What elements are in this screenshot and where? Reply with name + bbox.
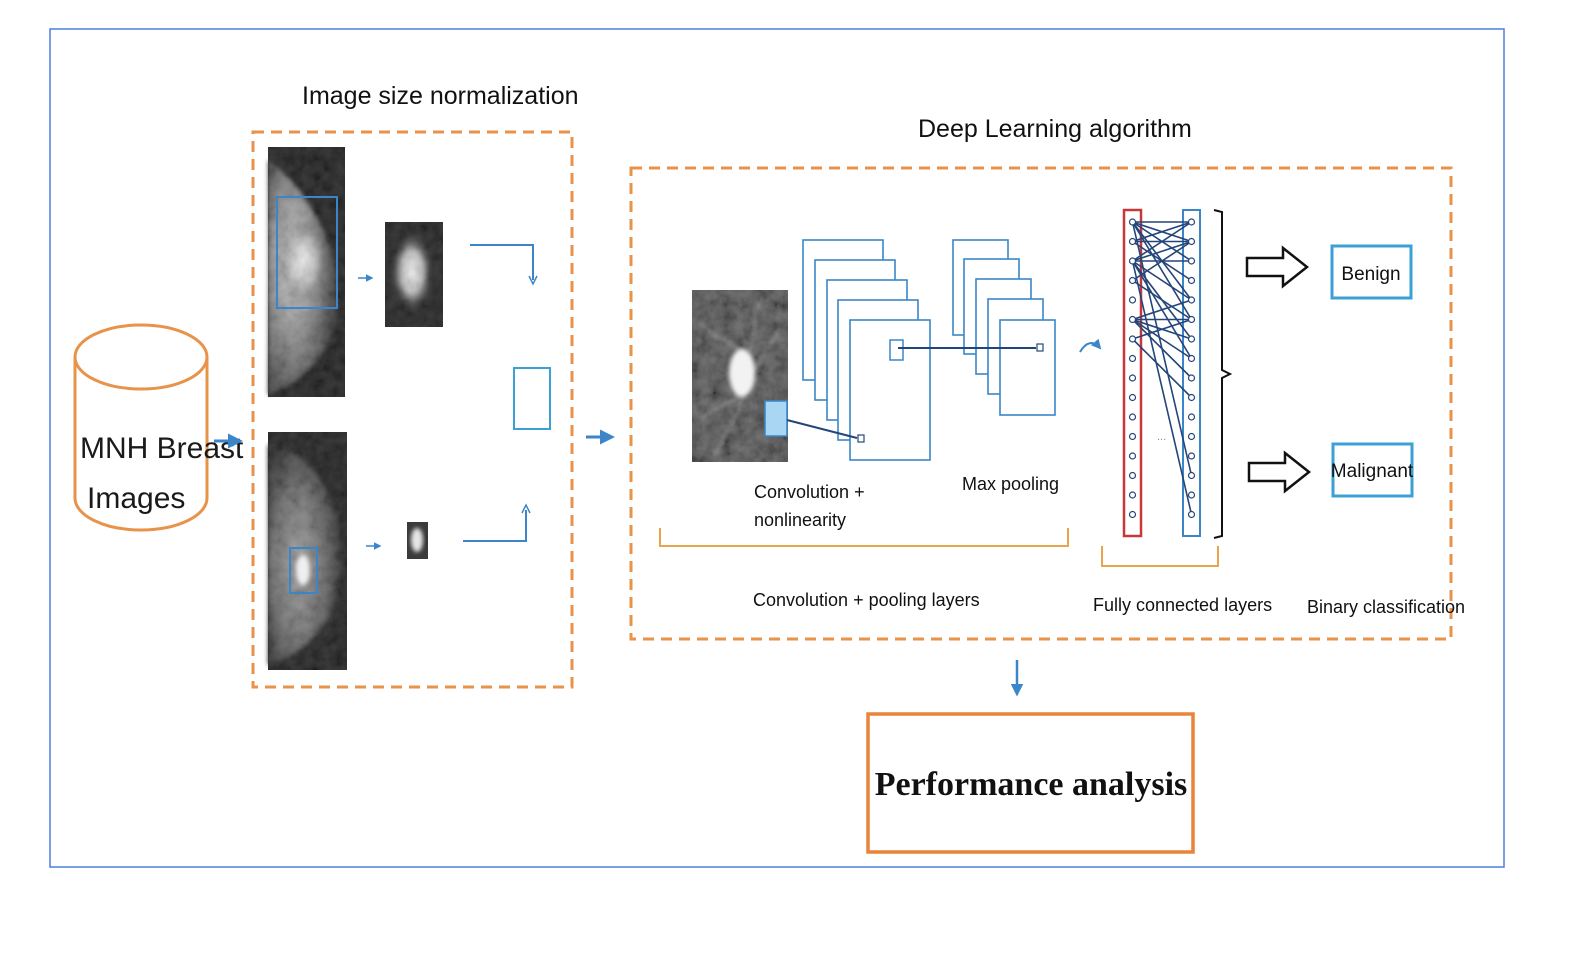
pooling-maps xyxy=(952,239,1056,416)
cylinder-body xyxy=(73,357,209,532)
fully-connected-layers: ... xyxy=(1122,208,1201,538)
normalization-box xyxy=(251,130,574,689)
fc-node xyxy=(1128,218,1137,226)
malignant-box xyxy=(1331,442,1414,498)
fc-node xyxy=(1187,257,1196,265)
max-pooling-label: Max pooling xyxy=(962,474,1059,494)
classification-brace xyxy=(1213,209,1233,539)
crop-bottom xyxy=(407,522,428,559)
deep-learning-title: Deep Learning algorithm xyxy=(918,115,1192,143)
fc-connection xyxy=(1131,221,1193,476)
malignant-label: Malignant xyxy=(1331,461,1414,482)
fc-connection xyxy=(1132,221,1192,243)
fc-node xyxy=(1128,452,1137,460)
fc-node xyxy=(1187,393,1196,402)
benign-box xyxy=(1330,244,1413,300)
fc-layer-2 xyxy=(1182,209,1201,537)
fc-node xyxy=(1128,432,1137,441)
fc-node xyxy=(1187,374,1196,382)
fc-node xyxy=(1187,276,1196,285)
source-label-line1: MNH Breast xyxy=(80,432,244,465)
cnn-input-image xyxy=(692,290,788,462)
roi-box-bottom xyxy=(289,547,318,594)
fc-node xyxy=(1128,471,1137,480)
fc-node xyxy=(1187,510,1196,519)
fc-connection xyxy=(1131,338,1193,399)
fully-connected-label: Fully connected layers xyxy=(1093,595,1272,615)
fc-node xyxy=(1187,315,1196,324)
fc-node xyxy=(1187,471,1196,480)
fc-connection xyxy=(1132,221,1192,262)
conv-pool-bracket xyxy=(659,528,1069,547)
arrow-to-benign xyxy=(1245,245,1310,289)
fc-node xyxy=(1187,452,1196,460)
arrow-input-to-conv xyxy=(786,419,858,439)
fc-bracket xyxy=(1101,546,1219,567)
conv-label-line1: Convolution + xyxy=(754,482,865,502)
fc-connection xyxy=(1132,240,1192,282)
database-cylinder: MNH Breast Images xyxy=(73,323,244,532)
fc-node xyxy=(1128,393,1137,402)
normalized-image-box xyxy=(513,367,551,430)
fc-node xyxy=(1187,491,1196,499)
fc-node xyxy=(1187,237,1196,246)
fc-connection xyxy=(1132,240,1192,262)
benign-label: Benign xyxy=(1341,264,1400,285)
fc-layer-1 xyxy=(1122,208,1143,538)
performance-label: Performance analysis xyxy=(875,766,1188,803)
source-label-line2: Images xyxy=(87,482,185,515)
fc-connection xyxy=(1132,318,1192,340)
fc-node xyxy=(1128,335,1137,343)
conv-feature-maps xyxy=(802,239,931,461)
normalization-title: Image size normalization xyxy=(302,82,579,110)
crop-top xyxy=(385,222,443,327)
outer-frame xyxy=(49,28,1505,868)
conv-pool-layers-label: Convolution + pooling layers xyxy=(753,590,980,610)
fc-node xyxy=(1128,413,1137,421)
cylinder-top xyxy=(73,323,209,391)
fc-ellipsis: ... xyxy=(1157,431,1166,443)
mammogram-top xyxy=(268,147,345,397)
fc-node xyxy=(1128,354,1137,363)
fc-node xyxy=(1128,510,1137,519)
fc-node xyxy=(1128,296,1137,304)
connector-top xyxy=(470,244,534,280)
deep-learning-box xyxy=(629,166,1453,641)
fc-node xyxy=(1187,296,1196,304)
arrow-to-malignant xyxy=(1247,450,1312,494)
fc-node xyxy=(1187,354,1196,363)
binary-classification-label: Binary classification xyxy=(1307,597,1465,617)
pool-window xyxy=(889,339,904,361)
fc-node xyxy=(1128,237,1137,246)
fc-node xyxy=(1128,315,1137,324)
fc-connection xyxy=(1131,260,1193,515)
roi-box-top xyxy=(276,196,338,309)
fc-connection xyxy=(1132,299,1192,321)
fc-node xyxy=(1187,335,1196,343)
fc-node xyxy=(1128,276,1137,285)
conv-label-line2: nonlinearity xyxy=(754,510,846,530)
fc-node xyxy=(1128,491,1137,499)
fc-connection xyxy=(1132,279,1192,321)
fc-node xyxy=(1187,432,1196,441)
fc-node xyxy=(1128,257,1137,265)
mammogram-bottom xyxy=(268,432,347,670)
connector-bottom xyxy=(463,510,527,542)
fc-connection xyxy=(1132,318,1192,360)
fc-node xyxy=(1128,374,1137,382)
curved-arrow-to-fc xyxy=(1079,338,1102,353)
fc-node xyxy=(1187,218,1196,226)
performance-box xyxy=(866,712,1195,854)
fc-node xyxy=(1187,413,1196,421)
conv-kernel-window xyxy=(764,400,788,437)
